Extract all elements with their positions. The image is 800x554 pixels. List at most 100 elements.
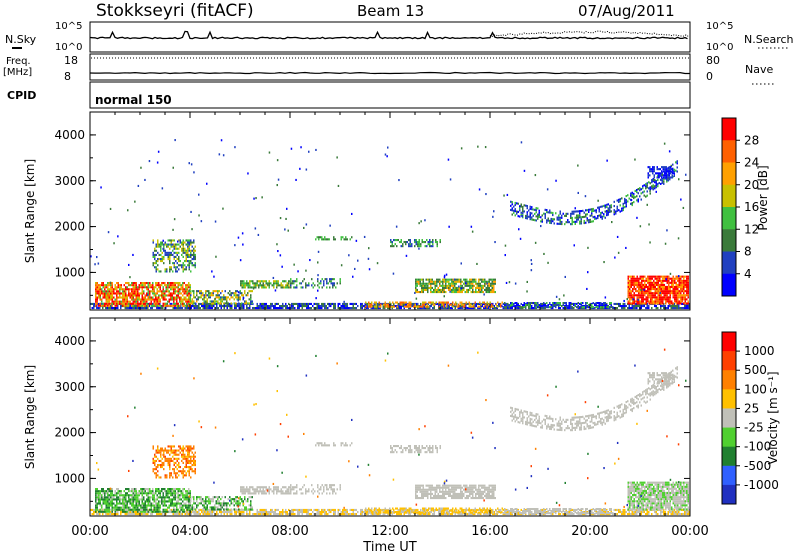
echo-cell [657,513,659,516]
echo-cell [414,245,416,248]
echo-cell [556,302,558,305]
echo-cell [576,216,578,219]
echo-cell [188,239,190,242]
echo-cell [597,302,599,305]
echo-cell [175,243,177,246]
echo-cell [607,207,609,210]
echo-cell [568,305,570,308]
echo-cell [258,286,260,289]
echo-cell [487,284,489,287]
echo-cell [180,305,182,308]
echo-cell [622,202,624,205]
echo-cell [445,278,447,281]
echo-cell [463,288,465,291]
echo-cell [458,291,460,294]
echo-cell [452,301,454,304]
echo-cell [285,284,287,287]
echo-cell [592,216,594,219]
echo-cell [176,304,178,307]
cpid-label: CPID [7,89,36,102]
echo-cell [479,278,481,281]
echo-cell [399,241,401,244]
echo-cell [649,166,651,169]
echo-cell [187,307,189,310]
echo-cell [476,282,478,285]
echo-cell [292,508,294,511]
echo-cell [120,296,122,299]
echo-cell [329,224,331,227]
echo-cell [662,174,664,177]
echo-cell [683,294,685,297]
echo-cell [307,307,309,310]
echo-cell [678,283,680,286]
echo-cell [191,298,193,301]
echo-cell [312,511,314,514]
echo-cell [463,286,465,289]
echo-cell [178,243,180,246]
echo-cell [493,513,495,516]
echo-cell [404,301,406,304]
echo-cell [458,303,460,306]
echo-cell [653,279,655,282]
echo-cell [653,170,655,173]
echo-cell [535,207,537,210]
echo-cell [613,205,615,208]
echo-cell [563,294,565,297]
echo-cell [227,292,229,295]
echo-cell [190,292,192,295]
echo-cell [610,204,612,207]
echo-cell [628,307,630,310]
echo-cell [674,296,676,299]
echo-cell [648,513,650,516]
echo-cell [322,508,324,511]
echo-cell [282,511,284,514]
echo-cell [244,282,246,285]
echo-cell [600,302,602,305]
echo-cell [108,300,110,303]
echo-cell [426,305,428,308]
echo-cell [125,300,127,303]
echo-cell [657,300,659,303]
echo-cell [223,305,225,308]
echo-cell [534,208,536,211]
echo-cell [212,292,214,295]
echo-cell [277,307,279,310]
echo-cell [190,270,192,273]
echo-cell [244,292,246,295]
echo-cell [511,201,513,204]
echo-cell [203,302,205,305]
echo-cell [676,166,678,169]
echo-cell [544,302,546,305]
echo-cell [333,513,335,516]
echo-cell [378,307,380,310]
echo-cell [122,300,124,303]
echo-cell [633,288,635,291]
echo-cell [653,275,655,278]
echo-cell [648,292,650,295]
echo-cell [152,264,154,267]
echo-cell [195,305,197,308]
echo-cell [672,307,674,310]
echo-cell [421,307,423,310]
echo-cell [430,278,432,281]
echo-cell [262,302,264,305]
echo-cell [601,302,603,305]
echo-cell [438,302,440,305]
echo-cell [640,513,642,516]
echo-cell [663,298,665,301]
echo-cell [101,298,103,301]
echo-cell [687,511,689,514]
echo-cell [423,241,425,244]
echo-cell [498,508,500,511]
echo-cell [402,511,404,514]
echo-cell [491,280,493,283]
echo-cell [586,217,588,220]
echo-cell [286,511,288,514]
echo-cell [450,303,452,306]
echo-cell [468,305,470,308]
echo-cell [136,307,138,310]
echo-cell [310,307,312,310]
beam-label: Beam 13 [357,2,424,20]
echo-cell [171,298,173,301]
echo-cell [333,508,335,511]
